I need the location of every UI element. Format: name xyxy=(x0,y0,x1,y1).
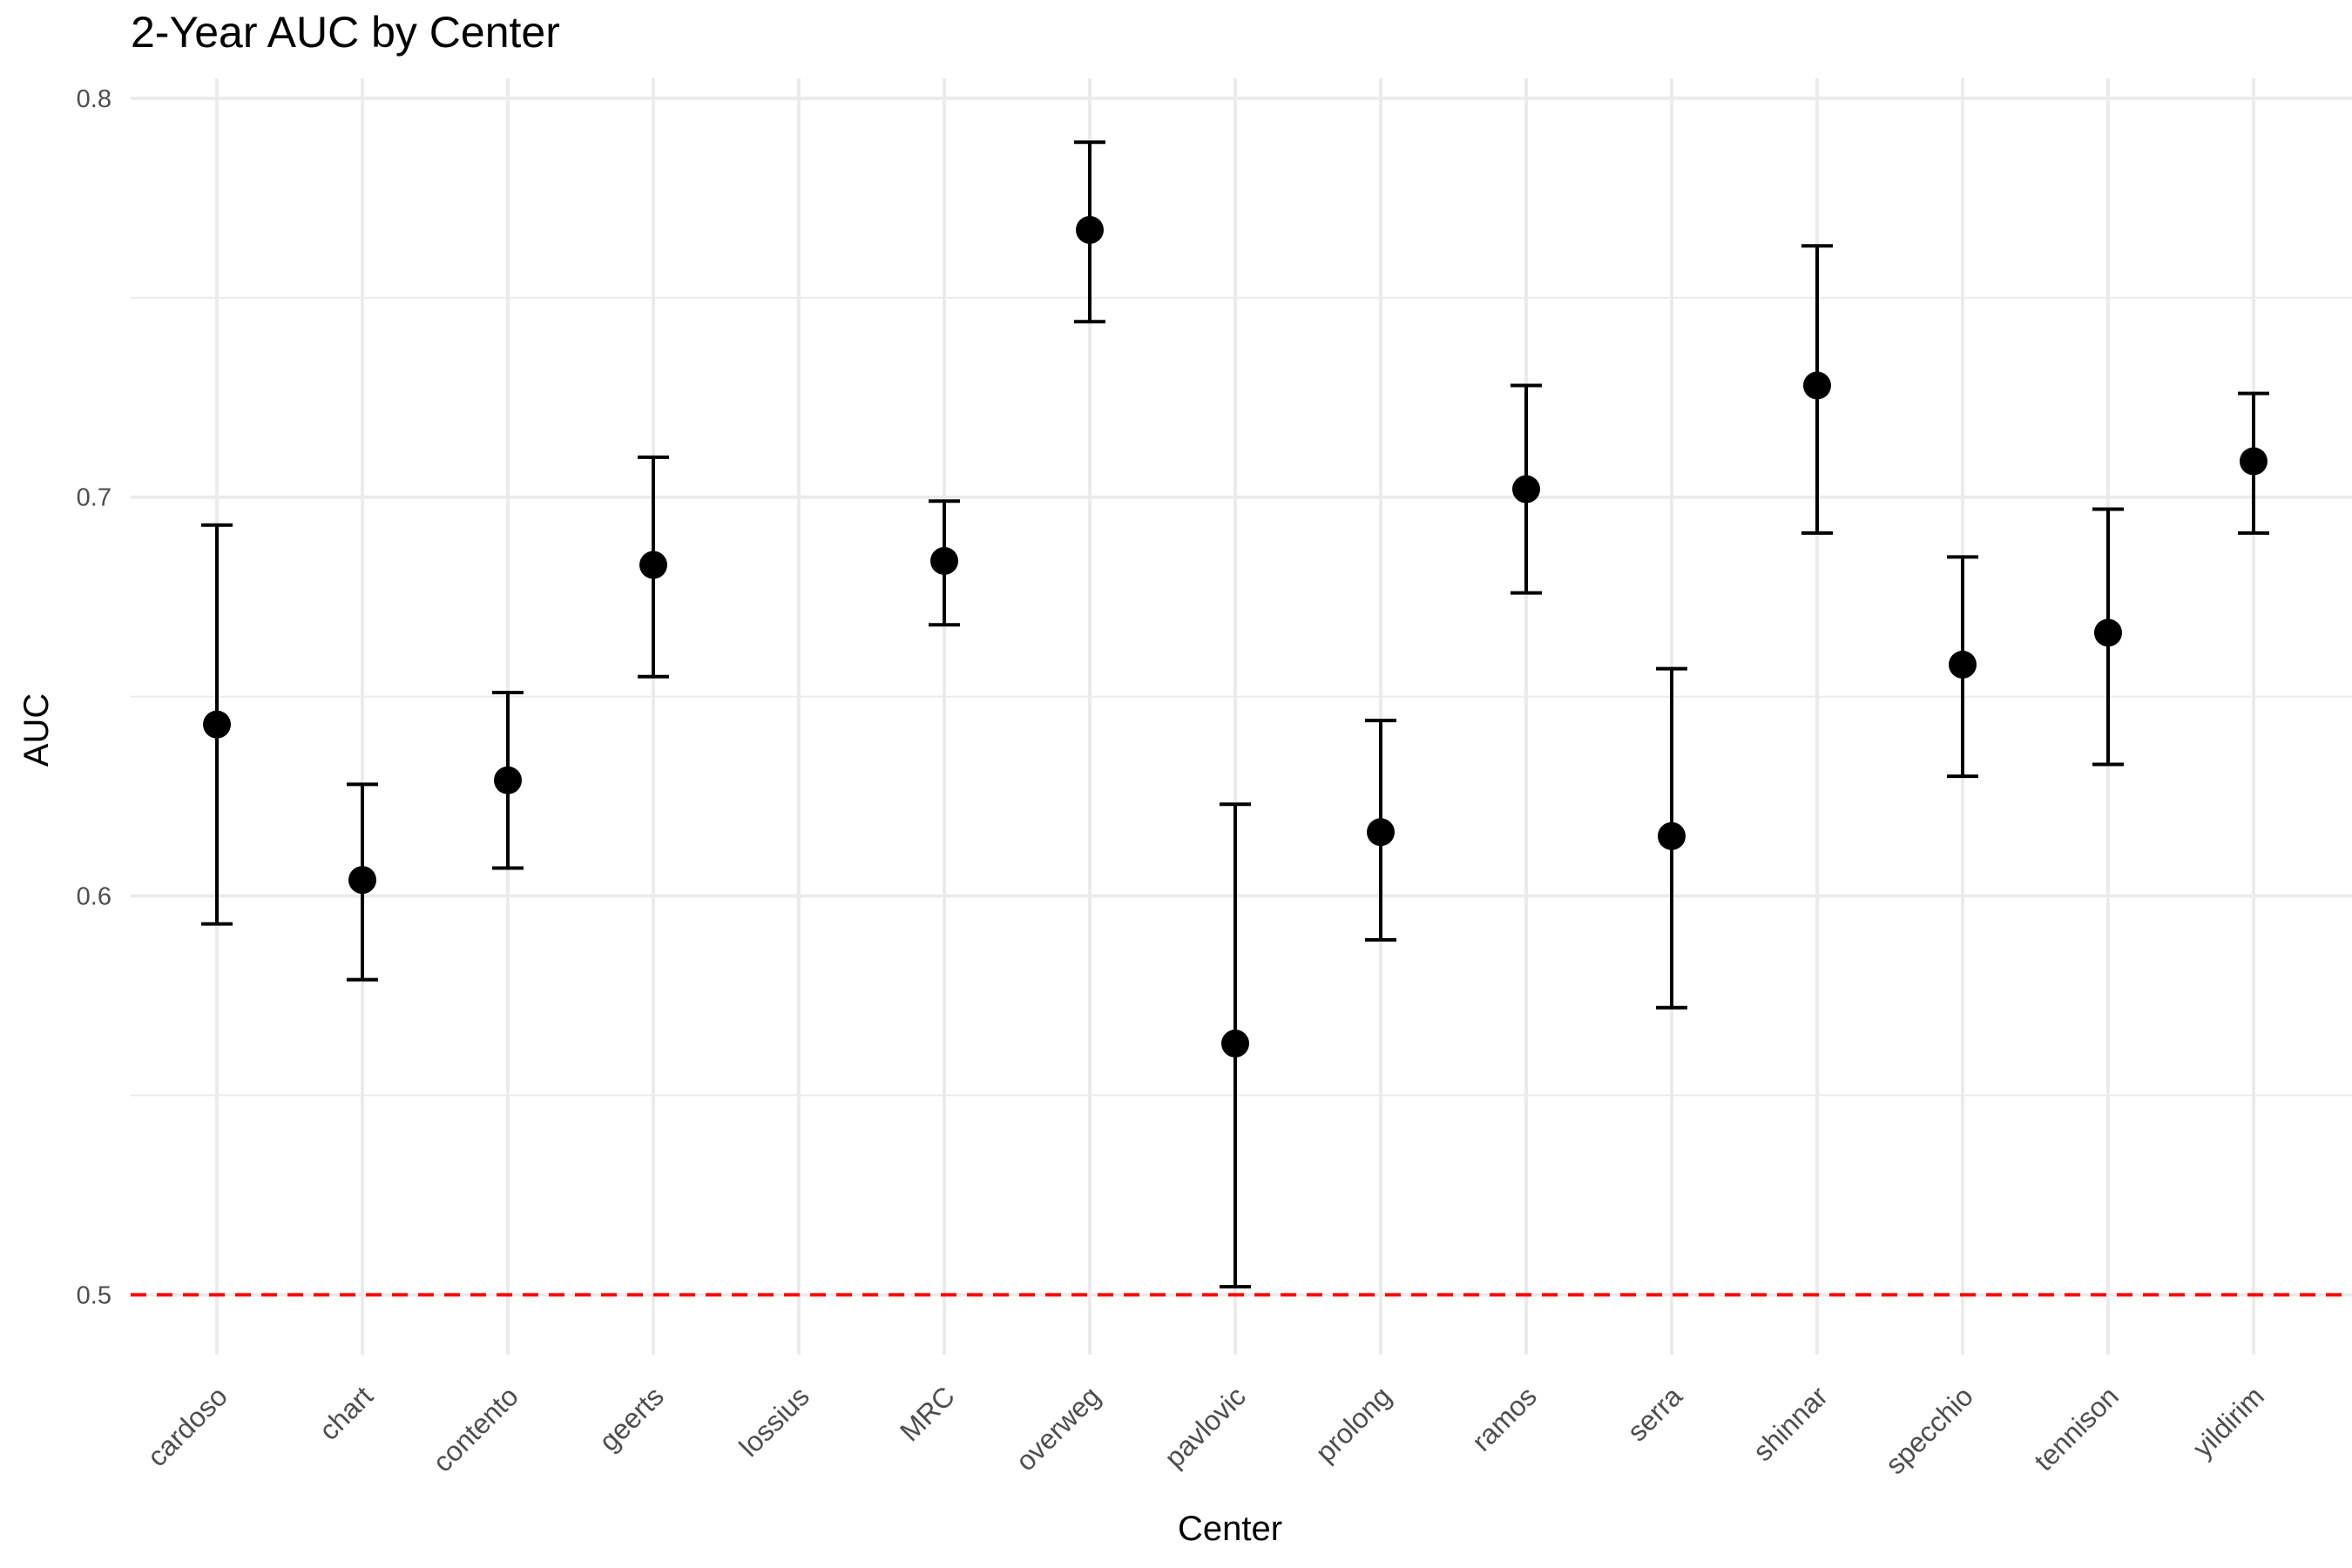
x-tick-label: lossius xyxy=(733,1380,815,1463)
y-axis-title: AUC xyxy=(17,693,56,767)
data-point xyxy=(1949,650,1977,679)
x-tick-label: ramos xyxy=(1466,1380,1543,1456)
x-axis-ticks: cardoso chart contento geerts lossius MRC over… xyxy=(141,1380,2270,1480)
chart-title: 2-Year AUC by Center xyxy=(131,8,560,57)
data-point xyxy=(1367,818,1395,847)
data-point xyxy=(494,766,522,794)
data-point xyxy=(1221,1029,1249,1058)
x-tick-label: shinnar xyxy=(1747,1380,1834,1467)
x-tick-label: yildirim xyxy=(2186,1380,2270,1463)
data-point xyxy=(1803,371,1831,400)
x-axis-title: Center xyxy=(1178,1510,1282,1548)
x-tick-label: contento xyxy=(427,1380,524,1477)
x-tick-label: specchio xyxy=(1879,1380,1979,1480)
x-tick-label: tennison xyxy=(2028,1380,2125,1477)
data-point xyxy=(1076,215,1104,244)
data-points xyxy=(203,215,2268,1058)
data-point xyxy=(203,710,231,739)
data-point xyxy=(348,866,376,895)
y-tick-label: 0.6 xyxy=(77,883,112,911)
y-axis-ticks: 0.5 0.6 0.7 0.8 xyxy=(77,85,112,1309)
data-point xyxy=(639,551,667,579)
x-tick-label: MRC xyxy=(894,1380,961,1447)
x-tick-label: geerts xyxy=(593,1380,670,1456)
data-point xyxy=(2094,618,2122,647)
data-point xyxy=(2240,447,2268,476)
y-tick-label: 0.5 xyxy=(77,1281,112,1309)
x-tick-label: chart xyxy=(313,1380,379,1446)
grid xyxy=(131,78,2352,1355)
data-point xyxy=(1658,821,1686,850)
x-tick-label: serra xyxy=(1621,1380,1688,1447)
y-tick-label: 0.8 xyxy=(77,85,112,113)
y-tick-label: 0.7 xyxy=(77,484,112,512)
x-tick-label: cardoso xyxy=(141,1380,233,1472)
x-tick-label: pavlovic xyxy=(1159,1380,1252,1473)
x-tick-label: overweg xyxy=(1010,1380,1106,1477)
data-point xyxy=(930,546,958,575)
data-point xyxy=(1512,475,1540,504)
x-tick-label: prolong xyxy=(1309,1380,1397,1468)
